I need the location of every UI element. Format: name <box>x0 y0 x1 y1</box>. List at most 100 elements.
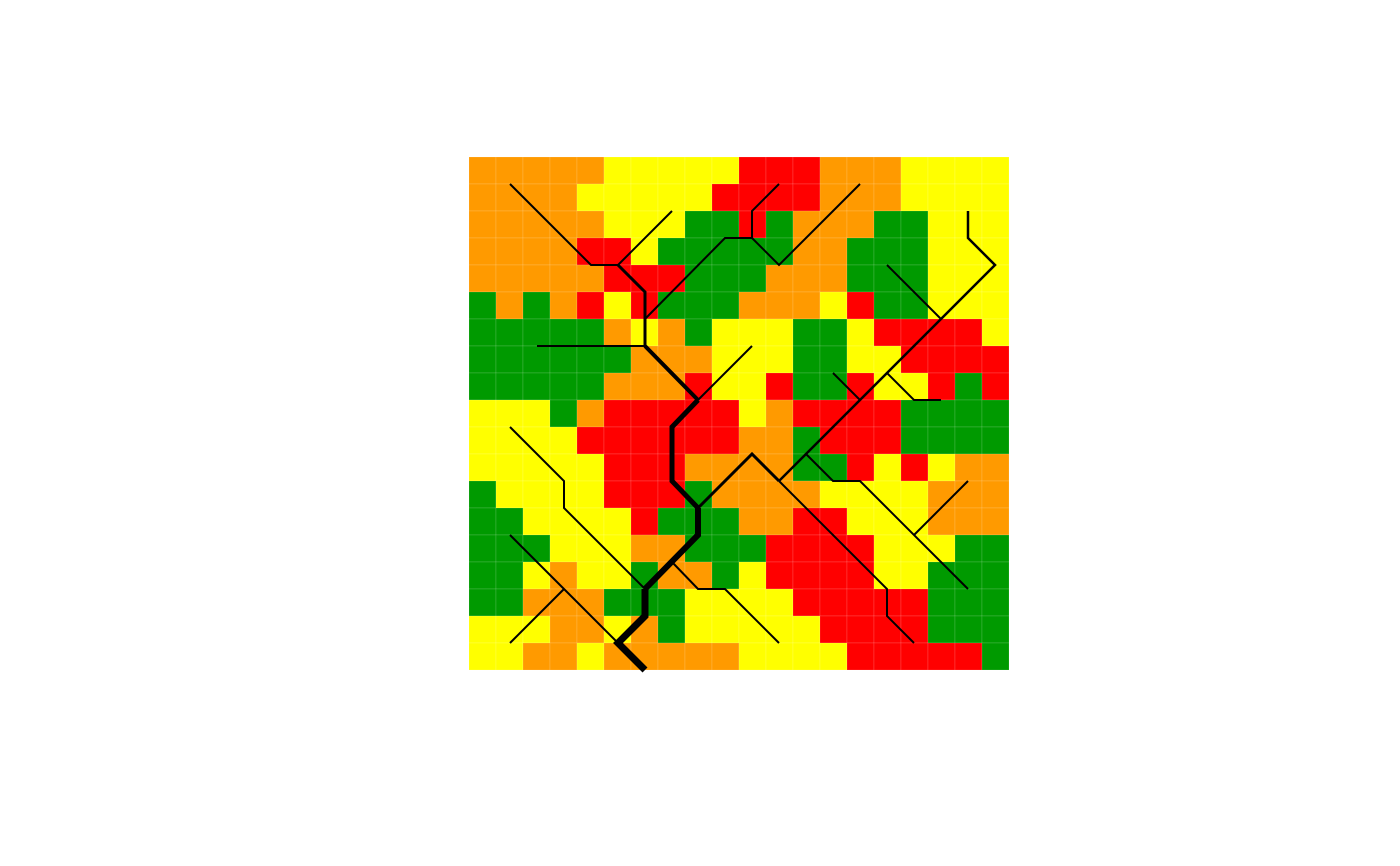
cell <box>981 399 1010 428</box>
cell <box>981 588 1010 617</box>
cell <box>873 507 902 536</box>
cell <box>846 561 875 590</box>
cell <box>576 345 605 374</box>
main-channel <box>613 589 649 673</box>
cell <box>954 318 983 347</box>
cell <box>873 318 902 347</box>
cell <box>495 453 524 482</box>
cell <box>603 345 632 374</box>
cell <box>576 588 605 617</box>
cell <box>900 561 929 590</box>
cell <box>576 318 605 347</box>
cell <box>792 372 821 401</box>
channel <box>886 372 941 401</box>
cell <box>549 237 578 266</box>
cell <box>927 183 956 212</box>
cell <box>549 156 578 185</box>
cell <box>549 399 578 428</box>
cell <box>927 534 956 563</box>
cell <box>576 237 605 266</box>
cell <box>981 291 1010 320</box>
cell <box>819 183 848 212</box>
cell <box>765 588 794 617</box>
cell <box>603 237 632 266</box>
cell <box>522 183 551 212</box>
cell <box>549 615 578 644</box>
cell <box>927 264 956 293</box>
cell <box>549 642 578 671</box>
cell <box>468 453 497 482</box>
cell <box>549 210 578 239</box>
cell <box>900 264 929 293</box>
cell <box>468 318 497 347</box>
cell <box>819 480 848 509</box>
cell <box>981 561 1010 590</box>
cell <box>711 480 740 509</box>
cell <box>495 345 524 374</box>
cell <box>981 156 1010 185</box>
cell <box>765 480 794 509</box>
cell <box>630 183 659 212</box>
cell <box>603 183 632 212</box>
cell <box>576 534 605 563</box>
cell <box>846 210 875 239</box>
cell <box>981 318 1010 347</box>
cell <box>684 615 713 644</box>
cell <box>711 291 740 320</box>
cell <box>873 291 902 320</box>
cell <box>738 453 767 482</box>
cell <box>819 210 848 239</box>
cell <box>792 588 821 617</box>
cell <box>522 642 551 671</box>
cell <box>576 507 605 536</box>
cell <box>495 615 524 644</box>
cell <box>765 534 794 563</box>
cell <box>927 318 956 347</box>
cell <box>468 345 497 374</box>
cell <box>630 534 659 563</box>
cell <box>711 561 740 590</box>
channel <box>616 263 647 346</box>
cell <box>927 615 956 644</box>
cell <box>981 507 1010 536</box>
cell <box>900 426 929 455</box>
cell <box>900 615 929 644</box>
cell <box>981 426 1010 455</box>
cell <box>765 642 794 671</box>
cell <box>900 534 929 563</box>
cell <box>927 642 956 671</box>
cell <box>738 237 767 266</box>
cell <box>576 480 605 509</box>
cell <box>954 291 983 320</box>
cell <box>846 399 875 428</box>
cell <box>819 642 848 671</box>
channel <box>751 183 861 267</box>
cell <box>468 642 497 671</box>
cell <box>522 507 551 536</box>
cell <box>684 399 713 428</box>
cell <box>873 642 902 671</box>
cell <box>522 615 551 644</box>
cell <box>630 399 659 428</box>
cell <box>495 183 524 212</box>
cell <box>657 642 686 671</box>
cell <box>927 426 956 455</box>
cell <box>549 588 578 617</box>
cell <box>603 318 632 347</box>
cell <box>711 318 740 347</box>
cell <box>684 372 713 401</box>
cell <box>711 399 740 428</box>
cell <box>792 426 821 455</box>
cell <box>873 426 902 455</box>
cell <box>765 237 794 266</box>
cell <box>900 480 929 509</box>
cell <box>846 183 875 212</box>
cell <box>900 588 929 617</box>
cell <box>468 480 497 509</box>
cell <box>954 615 983 644</box>
channel <box>778 480 915 644</box>
cell <box>846 534 875 563</box>
cell <box>522 426 551 455</box>
cell <box>657 291 686 320</box>
